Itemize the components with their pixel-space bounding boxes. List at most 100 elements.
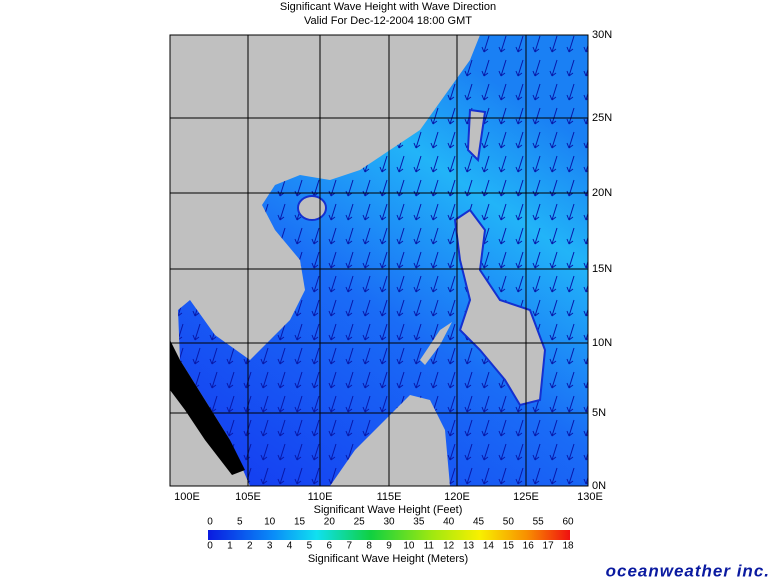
meter-label: 6 [327, 541, 333, 552]
wave-arrow [498, 227, 507, 245]
wave-arrow [311, 443, 320, 461]
wave-arrow [566, 395, 575, 413]
subtitle: Valid For Dec-12-2004 18:00 GMT [304, 15, 472, 27]
wave-arrow [260, 443, 269, 461]
wave-arrow [192, 323, 201, 341]
lat-label: 10N [592, 337, 612, 349]
lon-label: 105E [235, 491, 261, 503]
wave-arrow [583, 203, 588, 221]
wave-arrow [583, 323, 588, 341]
wave-arrow [583, 83, 588, 101]
wave-arrow [345, 323, 354, 341]
wave-arrow [311, 347, 320, 365]
meter-label: 14 [483, 541, 495, 552]
wave-arrow [549, 371, 558, 389]
wave-arrow [447, 83, 456, 101]
meter-label: 17 [543, 541, 555, 552]
wave-arrow [379, 347, 388, 365]
wave-arrow [481, 419, 490, 437]
wave-arrow [532, 107, 541, 125]
wave-arrow [430, 107, 439, 125]
wave-arrow [396, 203, 405, 221]
wave-arrow [566, 107, 575, 125]
wave-arrow [277, 371, 286, 389]
meter-label: 18 [562, 541, 574, 552]
wave-arrow [294, 347, 303, 365]
wave-arrow [532, 83, 541, 101]
wave-arrow [515, 419, 524, 437]
wave-arrow [413, 203, 422, 221]
wave-arrow [277, 467, 286, 485]
wave-arrow [379, 395, 388, 413]
wave-arrow [396, 227, 405, 245]
wave-arrow [294, 467, 303, 485]
wave-arrow [532, 299, 541, 317]
wave-arrow [328, 419, 337, 437]
meter-label: 4 [287, 541, 293, 552]
wave-arrow [328, 251, 337, 269]
meter-label: 5 [307, 541, 313, 552]
wave-arrow [583, 419, 588, 437]
philippines [453, 208, 547, 407]
wave-arrow [532, 275, 541, 293]
wave-arrow [413, 275, 422, 293]
wave-arrow [464, 443, 473, 461]
lat-label: 5N [592, 407, 606, 419]
wave-arrow [328, 275, 337, 293]
wave-arrow [447, 251, 456, 269]
wave-arrow [515, 107, 524, 125]
wave-arrow [447, 107, 456, 125]
wave-arrow [226, 371, 235, 389]
wave-arrow [379, 155, 388, 173]
wave-arrow [362, 371, 371, 389]
wave-arrow [396, 347, 405, 365]
meter-label: 16 [523, 541, 535, 552]
wave-arrow [396, 371, 405, 389]
wave-arrow [583, 395, 588, 413]
feet-label: 40 [443, 517, 455, 528]
wave-arrow [583, 35, 588, 53]
wave-arrow [498, 131, 507, 149]
wave-arrow [294, 371, 303, 389]
wave-arrow [362, 227, 371, 245]
wave-arrow [396, 323, 405, 341]
wave-arrow [549, 131, 558, 149]
wave-arrow [345, 251, 354, 269]
wave-arrow [430, 155, 439, 173]
wave-arrow [464, 347, 473, 365]
wave-arrow [311, 371, 320, 389]
wave-arrow [209, 347, 218, 365]
wave-arrow [566, 35, 575, 53]
wave-arrow [447, 419, 456, 437]
lon-label: 100E [174, 491, 200, 503]
wave-arrow [532, 131, 541, 149]
wave-arrow [566, 467, 575, 485]
lat-label: 30N [592, 29, 612, 41]
wave-arrow [277, 395, 286, 413]
feet-labels: 0 5 10 15 20 25 30 35 40 45 50 55 60 [207, 517, 574, 528]
wave-arrow [379, 275, 388, 293]
wave-arrow [549, 275, 558, 293]
meter-label: 13 [463, 541, 475, 552]
wave-arrow [345, 419, 354, 437]
wave-arrow [498, 467, 507, 485]
brand: oceanweather inc. [606, 561, 770, 580]
wave-arrow [447, 275, 456, 293]
wave-arrow [566, 443, 575, 461]
meters-title: Significant Wave Height (Meters) [308, 553, 468, 565]
meter-label: 12 [443, 541, 455, 552]
wave-arrow [481, 83, 490, 101]
wave-arrow [566, 275, 575, 293]
wave-arrow [260, 419, 269, 437]
wave-arrow [379, 371, 388, 389]
wave-arrow [396, 251, 405, 269]
meter-labels: 0 1 2 3 4 5 6 7 8 9 10 11 12 13 14 15 16 17 18 [207, 541, 574, 552]
wave-arrow [583, 131, 588, 149]
wave-arrow [566, 299, 575, 317]
wave-arrow [549, 227, 558, 245]
wave-arrow [583, 467, 588, 485]
wave-arrow [277, 203, 286, 221]
wave-arrow [413, 371, 422, 389]
wave-arrow [294, 227, 303, 245]
